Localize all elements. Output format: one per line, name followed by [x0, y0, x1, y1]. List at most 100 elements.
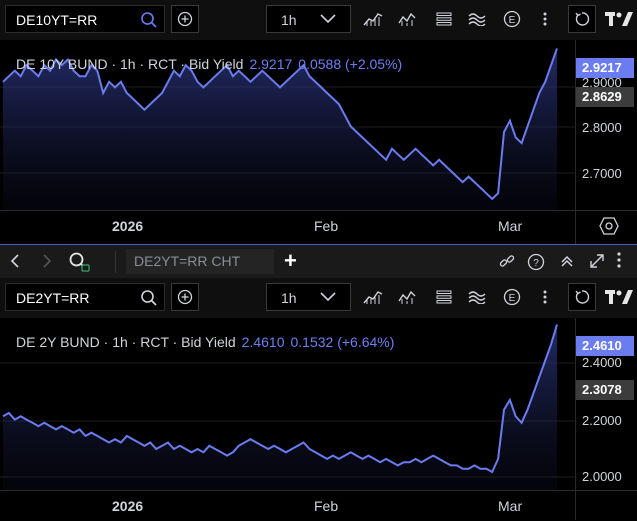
- euro-icon: E: [503, 288, 521, 306]
- interval-value: 1h: [281, 290, 297, 306]
- waves-icon: [468, 290, 486, 304]
- tab-de2yt-cht[interactable]: DE2YT=RR CHT: [126, 249, 274, 274]
- divider: [115, 251, 116, 273]
- help-icon[interactable]: ?: [527, 253, 545, 271]
- chart-type-button[interactable]: [360, 5, 386, 33]
- collapse-icon[interactable]: [559, 253, 575, 269]
- bottom-legend: DE 2Y BUND · 1h · RCT · Bid Yield 2.4610 0…: [16, 334, 394, 350]
- indicator-icon: [398, 11, 416, 27]
- y-tick-label: 2.9000: [582, 75, 622, 90]
- y-tick-label: 2.7000: [582, 166, 622, 181]
- top-series-area: [3, 48, 557, 210]
- legend-last: 2.9217: [249, 56, 293, 72]
- bottom-series-line: [2, 324, 558, 474]
- forward-icon[interactable]: [42, 253, 52, 269]
- bottom-interval-select[interactable]: 1h: [266, 283, 351, 311]
- waves-icon: [468, 12, 486, 26]
- top-chart-plot[interactable]: [0, 40, 575, 210]
- interval-value: 1h: [281, 12, 297, 28]
- legend-change: 0.0588 (+2.05%): [298, 56, 403, 72]
- top-legend: DE 10Y BUND · 1h · RCT · Bid Yield 2.9217…: [16, 56, 402, 72]
- legend-change: 0.1532 (+6.64%): [290, 334, 395, 350]
- reference-price-tag: 2.8629: [576, 87, 634, 107]
- legend-last: 2.4610: [241, 334, 285, 350]
- more-vert-icon[interactable]: [617, 251, 621, 269]
- top-symbol-text: DE10YT=RR: [16, 12, 98, 28]
- add-symbol-button[interactable]: [171, 283, 199, 311]
- more-vert-icon: [543, 289, 547, 305]
- y-tick-label: 2.8000: [582, 120, 622, 135]
- plus-circle-icon: [177, 289, 193, 305]
- add-symbol-button[interactable]: [171, 5, 199, 33]
- more-vert-icon: [543, 11, 547, 27]
- tradingview-logo: [604, 5, 634, 33]
- back-icon[interactable]: [10, 253, 20, 269]
- top-series-line: [2, 48, 558, 201]
- plus-circle-icon: [177, 11, 193, 27]
- studies-button[interactable]: [466, 5, 488, 33]
- search-icon[interactable]: [68, 251, 90, 273]
- y-tick-label: 2.2000: [582, 413, 622, 428]
- price-axis-divider: [575, 318, 576, 520]
- bottom-symbol-text: DE2YT=RR: [16, 290, 90, 306]
- chart-tab-bar: DE2YT=RR CHT + ?: [0, 244, 637, 278]
- y-tick-label: 2.4000: [582, 355, 622, 370]
- top-symbol-search-field[interactable]: DE10YT=RR: [5, 5, 165, 33]
- tradingview-logo-icon: [605, 11, 633, 27]
- last-price-tag: 2.9217: [576, 58, 634, 78]
- reset-button[interactable]: [568, 283, 596, 311]
- indicator-icon: [398, 289, 416, 305]
- x-tick-label: Feb: [314, 498, 339, 514]
- top-interval-select[interactable]: 1h: [266, 5, 351, 33]
- events-button[interactable]: E: [501, 5, 523, 33]
- more-button[interactable]: [536, 283, 554, 311]
- bottom-toolbar: DE2YT=RR 1h E: [0, 278, 637, 318]
- refresh-icon: [574, 289, 590, 305]
- svg-text:E: E: [509, 15, 516, 26]
- reset-button[interactable]: [568, 5, 596, 33]
- studies-button[interactable]: [466, 283, 488, 311]
- euro-icon: E: [503, 10, 521, 28]
- x-tick-label: 2026: [112, 218, 144, 234]
- list-icon: [436, 290, 452, 304]
- chevron-down-icon: [320, 14, 336, 24]
- area-chart-icon: [363, 11, 383, 27]
- tab-title: DE2YT=RR CHT: [134, 253, 241, 269]
- more-button[interactable]: [536, 5, 554, 33]
- top-time-axis[interactable]: 2026 Feb Mar: [0, 210, 637, 241]
- top-toolbar: DE10YT=RR 1h E: [0, 0, 637, 40]
- expand-icon[interactable]: [588, 252, 606, 270]
- svg-text:E: E: [509, 293, 516, 304]
- refresh-icon: [574, 11, 590, 27]
- price-axis-divider: [575, 40, 576, 244]
- area-chart-icon: [363, 289, 383, 305]
- events-button[interactable]: E: [501, 283, 523, 311]
- search-icon[interactable]: [140, 289, 158, 307]
- y-tick-label: 2.0000: [582, 469, 622, 484]
- last-price-tag: 2.4610: [576, 336, 634, 356]
- bottom-time-axis[interactable]: 2026 Feb Mar: [0, 490, 637, 521]
- layout-button[interactable]: [433, 283, 455, 311]
- legend-name: DE 10Y BUND · 1h · RCT · Bid Yield: [16, 56, 244, 72]
- x-tick-label: 2026: [112, 498, 144, 514]
- chart-type-button[interactable]: [360, 283, 386, 311]
- chevron-down-icon: [320, 292, 336, 302]
- search-icon[interactable]: [140, 11, 158, 29]
- x-tick-label: Feb: [314, 218, 339, 234]
- bottom-symbol-search-field[interactable]: DE2YT=RR: [5, 283, 165, 311]
- add-tab-button[interactable]: +: [284, 248, 297, 273]
- bottom-chart-plot[interactable]: [0, 318, 575, 490]
- tradingview-logo-icon: [605, 289, 633, 305]
- indicators-button[interactable]: [396, 283, 418, 311]
- settings-icon[interactable]: [599, 216, 619, 236]
- indicators-button[interactable]: [396, 5, 418, 33]
- svg-text:?: ?: [533, 258, 539, 269]
- bottom-chart-panel[interactable]: DE 2Y BUND · 1h · RCT · Bid Yield 2.4610 0…: [0, 318, 637, 520]
- top-chart-panel[interactable]: DE 10Y BUND · 1h · RCT · Bid Yield 2.9217…: [0, 40, 637, 244]
- x-tick-label: Mar: [498, 498, 523, 514]
- tradingview-logo: [604, 283, 634, 311]
- link-icon[interactable]: [498, 253, 516, 271]
- list-icon: [436, 12, 452, 26]
- layout-button[interactable]: [433, 5, 455, 33]
- legend-name: DE 2Y BUND · 1h · RCT · Bid Yield: [16, 334, 236, 350]
